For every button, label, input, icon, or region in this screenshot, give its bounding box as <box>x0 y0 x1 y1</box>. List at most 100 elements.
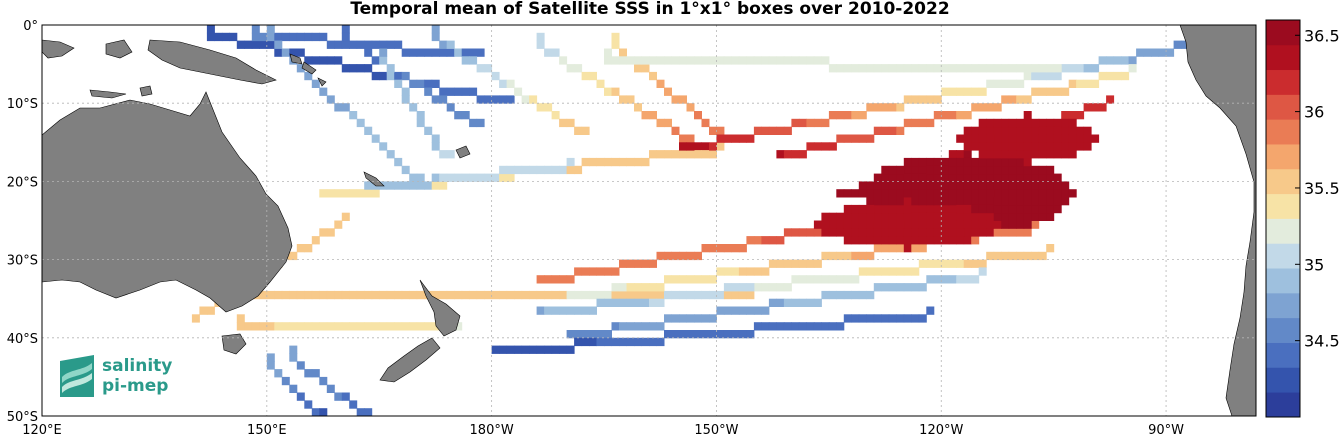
sss-cell <box>469 290 478 300</box>
sss-cell <box>409 48 418 57</box>
sss-cell <box>604 87 612 96</box>
sss-cell <box>956 212 965 221</box>
sss-cell <box>888 173 897 182</box>
sss-cell <box>971 189 980 198</box>
sss-cell <box>738 56 747 65</box>
sss-cell <box>1031 87 1040 96</box>
sss-cell <box>963 236 972 245</box>
sss-cell <box>1038 204 1047 214</box>
sss-cell <box>971 197 980 206</box>
sss-cell <box>364 40 373 49</box>
sss-cell <box>266 361 275 370</box>
sss-cell <box>1023 220 1032 229</box>
sss-cell <box>1031 150 1040 159</box>
sss-cell <box>521 95 530 104</box>
sss-cell <box>469 56 478 65</box>
sss-cell <box>431 173 440 182</box>
sss-cell <box>551 111 560 120</box>
sss-cell <box>933 236 942 245</box>
sss-cell <box>439 40 448 49</box>
sss-cell <box>431 322 440 331</box>
sss-cell <box>499 79 508 88</box>
sss-cell <box>574 64 583 73</box>
sss-cell <box>1053 173 1062 182</box>
sss-cell <box>461 290 470 300</box>
sss-cell <box>581 157 590 167</box>
sss-cell <box>1046 150 1055 159</box>
sss-cell <box>948 220 957 229</box>
sss-cell <box>911 283 920 292</box>
sss-cell <box>843 228 852 237</box>
sss-cell <box>634 283 642 292</box>
sss-cell <box>1016 173 1025 182</box>
sss-cell <box>341 103 350 112</box>
sss-cell <box>514 290 523 300</box>
sss-cell <box>1031 204 1040 214</box>
sss-cell <box>611 322 620 331</box>
sss-cell <box>454 173 463 182</box>
new-guinea-land <box>147 39 277 85</box>
sss-cell <box>858 189 867 198</box>
sss-cell <box>491 290 500 300</box>
sss-cell <box>978 181 987 190</box>
sss-cell <box>858 290 867 300</box>
sss-cell <box>971 173 980 182</box>
sss-cell <box>319 189 328 198</box>
sss-cell <box>978 142 987 151</box>
sss-cell <box>1158 48 1167 57</box>
sss-cell <box>768 236 777 245</box>
sss-cell <box>806 118 815 128</box>
sss-cell <box>873 197 882 206</box>
sss-cell <box>828 64 837 73</box>
sss-cell <box>731 267 740 276</box>
sss-cell <box>559 56 568 65</box>
sss-cell <box>1046 173 1055 182</box>
sss-cell <box>536 345 545 354</box>
sss-cell <box>416 79 425 88</box>
sss-cell <box>993 150 1002 159</box>
sss-cell <box>963 111 972 120</box>
sss-cell <box>446 103 455 112</box>
sss-cell <box>1016 79 1025 88</box>
sss-cell <box>401 165 410 175</box>
sss-cell <box>888 236 897 245</box>
sss-cell <box>783 259 792 268</box>
sss-cell <box>1016 204 1025 214</box>
sss-cell <box>506 79 515 88</box>
sss-cell <box>1031 165 1040 175</box>
sss-cell <box>971 103 980 112</box>
sss-cell <box>1038 87 1047 96</box>
sss-cell <box>836 275 845 284</box>
sss-cell <box>731 306 740 315</box>
sss-cell <box>304 290 313 300</box>
sss-cell <box>356 118 365 128</box>
sss-cell <box>626 95 635 104</box>
sss-cell <box>723 244 732 253</box>
sss-cell <box>1068 142 1077 151</box>
sss-cell <box>311 79 320 88</box>
sss-cell <box>1001 118 1010 128</box>
sss-cell <box>821 290 830 300</box>
sss-cell <box>446 173 455 182</box>
sss-cell <box>364 189 373 198</box>
sss-cell <box>776 126 785 135</box>
sss-cell <box>1053 181 1062 190</box>
sss-cell <box>881 267 890 276</box>
sss-cell <box>1061 189 1070 198</box>
sss-cell <box>963 157 972 167</box>
sss-cell <box>873 64 882 73</box>
sss-cell <box>379 290 388 300</box>
logo-line-1: salinity <box>102 356 172 376</box>
sss-cell <box>281 290 290 300</box>
sss-cell <box>1008 181 1017 190</box>
sss-cell <box>266 25 275 34</box>
sss-cell <box>671 95 680 104</box>
sss-cell <box>873 204 882 214</box>
sss-cell <box>649 322 657 331</box>
sss-cell <box>1046 64 1055 73</box>
sss-cell <box>521 165 530 175</box>
sss-cell <box>379 48 388 57</box>
sss-cell <box>903 64 912 73</box>
sss-cell <box>619 48 627 57</box>
sss-cell <box>664 150 672 159</box>
